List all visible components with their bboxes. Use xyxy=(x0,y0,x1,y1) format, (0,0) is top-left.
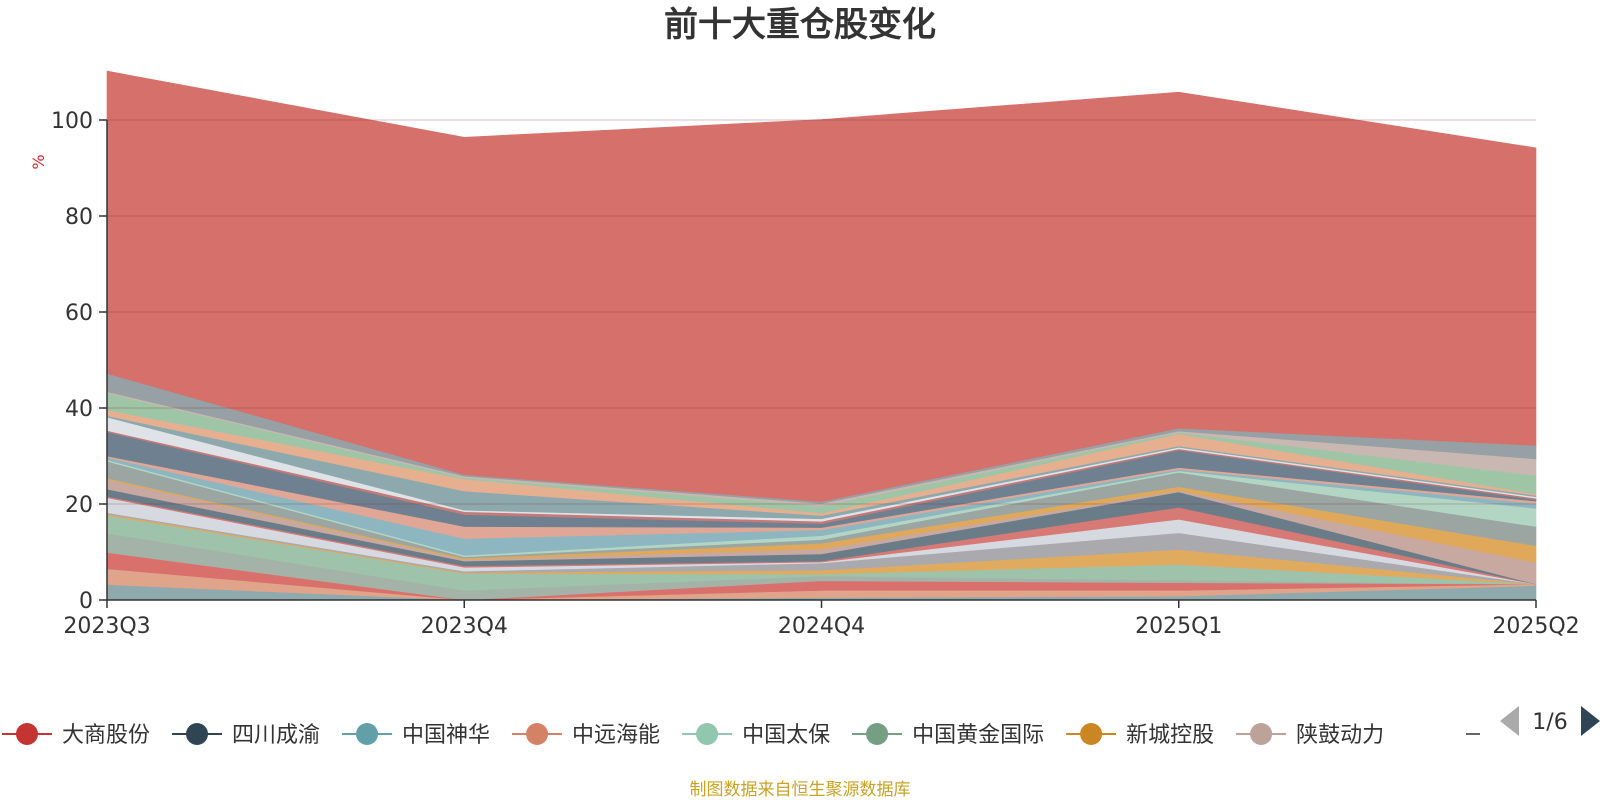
y-tick-label: 0 xyxy=(79,589,93,614)
legend-item[interactable]: 中国太保 xyxy=(682,723,830,748)
x-tick-label: 2025Q1 xyxy=(1135,614,1222,639)
area-series-25 xyxy=(106,70,1537,502)
x-tick-label: 2025Q2 xyxy=(1492,614,1579,639)
y-tick-label: 100 xyxy=(51,109,93,134)
y-tick-label: 40 xyxy=(65,397,93,422)
source-note: 制图数据来自恒生聚源数据库 xyxy=(690,780,911,800)
legend-label: 中国神华 xyxy=(402,723,490,748)
legend-item[interactable]: 大商股份 xyxy=(2,723,150,748)
legend-label: 四川成渝 xyxy=(232,723,320,748)
chart-title: 前十大重仓股变化 xyxy=(664,5,936,45)
legend-item[interactable]: 新城控股 xyxy=(1066,723,1214,748)
prev-page-icon[interactable] xyxy=(1500,706,1519,736)
y-tick-label: 60 xyxy=(65,301,93,326)
legend-item[interactable]: 陕鼓动力 xyxy=(1236,723,1384,748)
legend-marker-icon xyxy=(356,723,379,745)
y-axis-unit: % xyxy=(29,154,48,169)
legend-pager: 1/6 xyxy=(1500,706,1600,736)
stacked-areas xyxy=(106,70,1537,601)
legend-item[interactable]: 中远海能 xyxy=(512,723,660,748)
legend-marker-icon xyxy=(526,723,549,745)
legend-marker-icon xyxy=(866,723,889,745)
legend-marker-icon xyxy=(16,723,38,745)
legend-marker-icon xyxy=(1080,723,1103,745)
x-tick-label: 2023Q4 xyxy=(421,614,508,639)
legend-item[interactable]: 中国黄金国际 xyxy=(852,723,1044,748)
next-page-icon[interactable] xyxy=(1581,706,1600,736)
legend-label: 陕鼓动力 xyxy=(1296,723,1384,748)
legend-page-indicator: 1/6 xyxy=(1532,710,1567,735)
y-tick-label: 80 xyxy=(65,205,93,230)
axes: 0 20 40 60 80 100 2023Q3 2023Q4 2024Q4 2025Q1 2025… xyxy=(51,109,1580,639)
legend-marker-icon xyxy=(696,723,719,745)
grid-lines xyxy=(107,119,1536,505)
legend: 大商股份 四川成渝 中国神华 中远海能 中国太保 中国黄金国际 新城控股 陕鼓动力 xyxy=(2,723,1480,748)
legend-label: 中远海能 xyxy=(572,723,660,748)
x-tick-label: 2024Q4 xyxy=(778,614,865,639)
y-tick-label: 20 xyxy=(65,493,93,518)
legend-marker-icon xyxy=(1250,723,1273,745)
x-tick-label: 2023Q3 xyxy=(63,614,150,639)
legend-item[interactable]: 四川成渝 xyxy=(172,723,320,748)
legend-marker-icon xyxy=(186,723,209,745)
legend-label: 大商股份 xyxy=(62,723,150,748)
legend-label: 中国太保 xyxy=(742,723,830,748)
legend-label: 新城控股 xyxy=(1126,723,1214,748)
legend-label: 中国黄金国际 xyxy=(912,723,1044,748)
legend-item[interactable]: 中国神华 xyxy=(342,723,490,748)
